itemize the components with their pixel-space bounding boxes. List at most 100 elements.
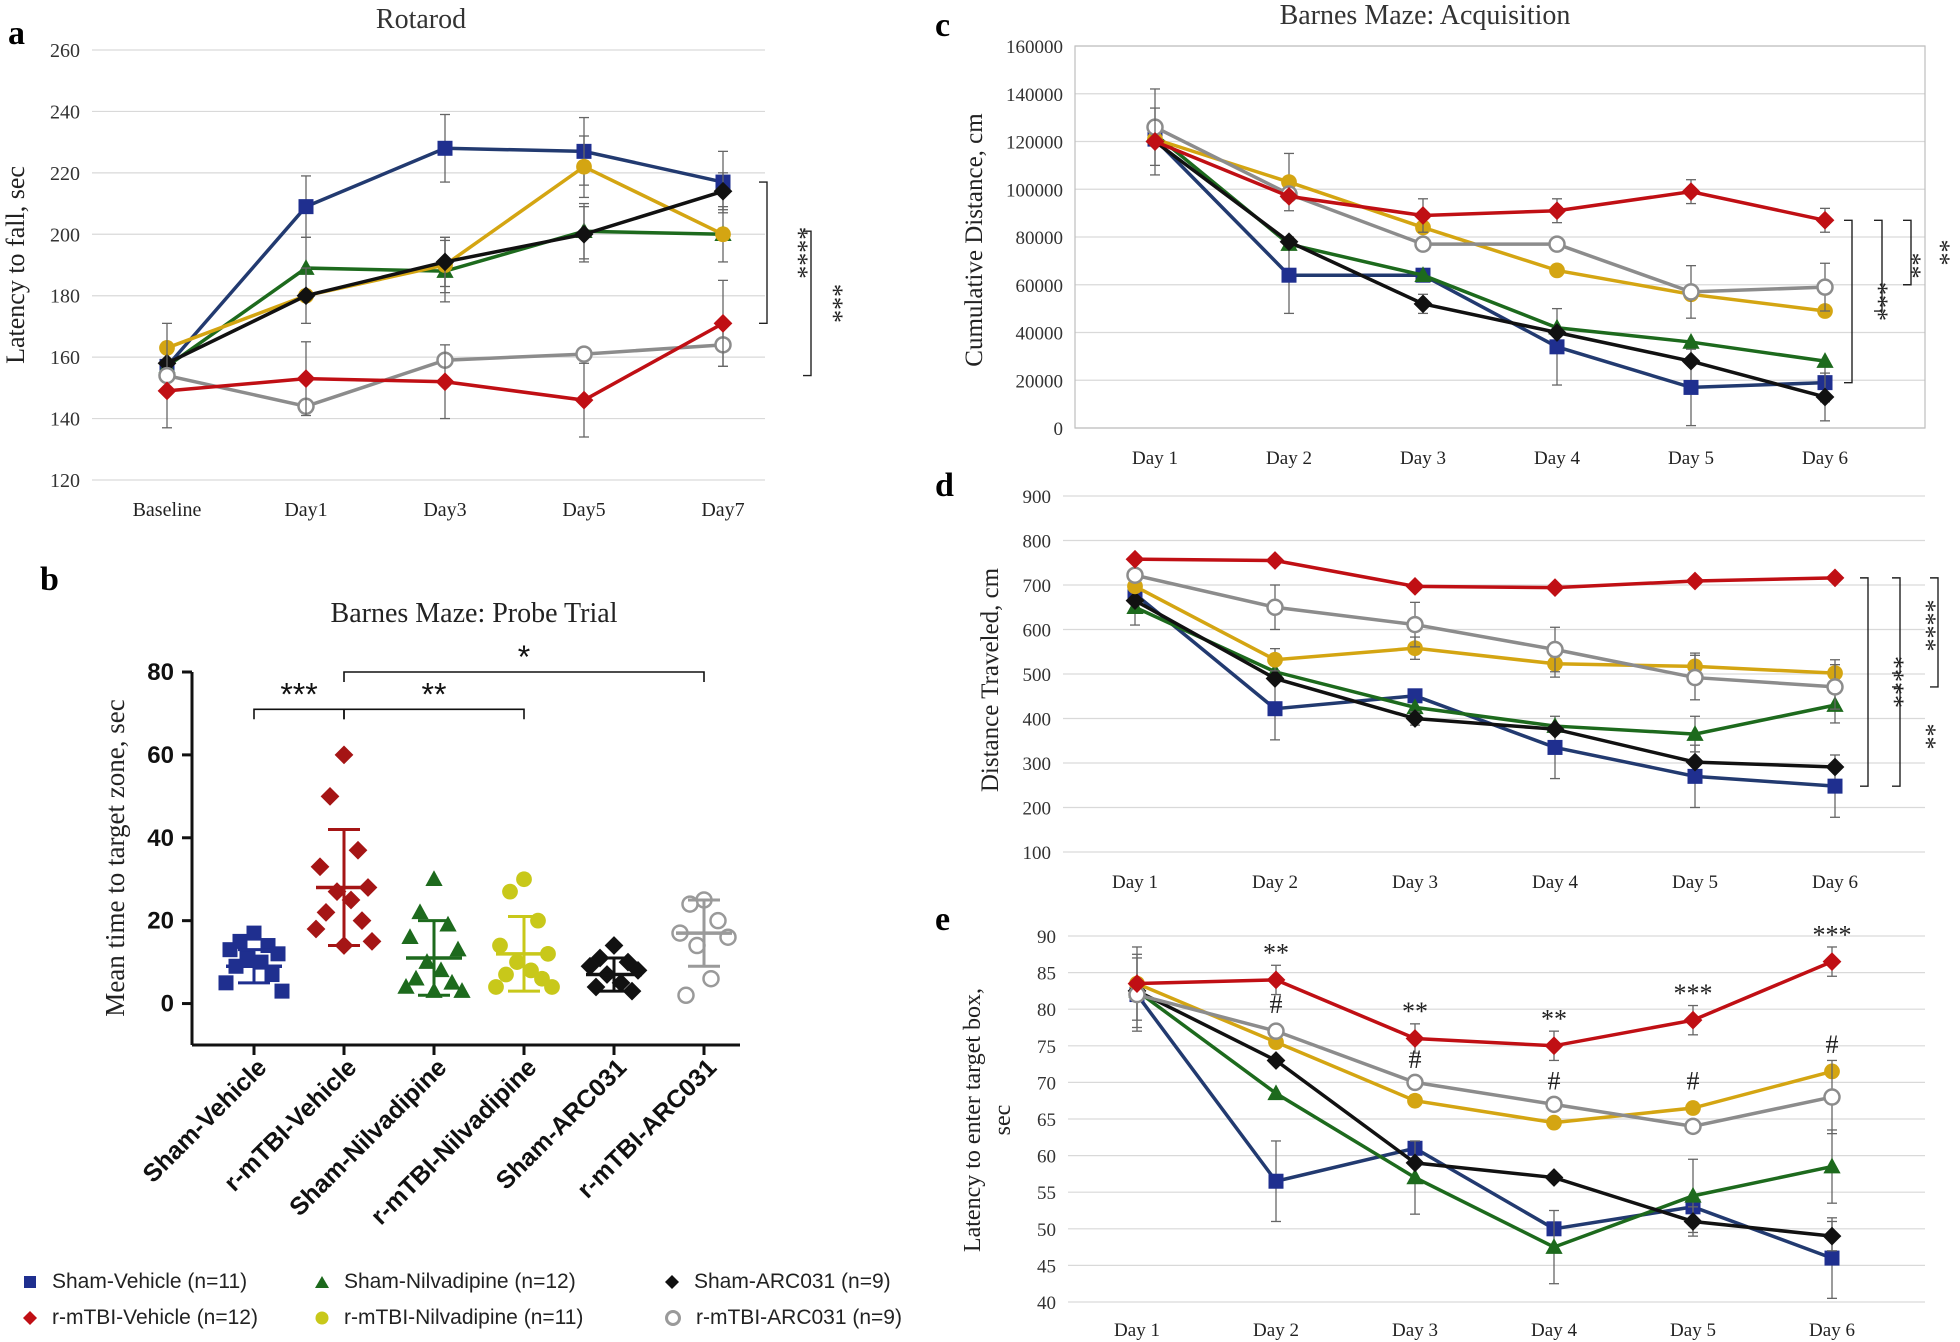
- significance-bracket: [1903, 219, 1912, 286]
- y-tick-label: 800: [1023, 532, 1052, 553]
- series-line-rn: [1136, 981, 1833, 1125]
- chart-a-rotarod: 120 140 160 180 200 220 240 260 Baseline Day1 Day3…: [1, 4, 848, 521]
- y-axis-label: sec: [990, 1105, 1016, 1136]
- data-point-rn: [544, 979, 560, 995]
- significance-label: #: [1548, 1067, 1561, 1096]
- significance-bracket: [1844, 219, 1853, 384]
- y-axis-label: Latency to enter target box,: [960, 988, 986, 1252]
- y-tick-label: 300: [1023, 754, 1052, 775]
- chart-e-latency-target-box: 40 45 50 55 60 65 70 75 80 85 90 Day 1 Day 2 Day 3 Day…: [960, 920, 1925, 1341]
- x-tick-label: Day5: [562, 499, 605, 521]
- significance-label: **: [1402, 997, 1428, 1026]
- y-axis-label: Cumulative Distance, cm: [961, 113, 988, 367]
- significance-label: **: [422, 676, 447, 712]
- significance-label: ***: [1674, 979, 1713, 1008]
- data-point-sv: [274, 983, 290, 999]
- y-tick-label: 45: [1037, 1256, 1056, 1277]
- legend-item-sham-nilvadipine: Sham-Nilvadipine (n=12): [314, 1270, 576, 1294]
- significance-bracket: [1860, 577, 1869, 787]
- x-tick-label: Day 1: [1132, 448, 1178, 469]
- series-line-rn: [1134, 584, 1836, 675]
- data-point-rv: [1405, 576, 1425, 596]
- y-axis-label: Mean time to target zone, sec: [100, 699, 130, 1016]
- data-point-sv: [298, 199, 314, 215]
- data-point-sn: [1545, 1238, 1563, 1254]
- data-point-rv: [1279, 187, 1299, 206]
- data-point-sa: [1413, 294, 1433, 314]
- data-point-rn: [1281, 174, 1297, 190]
- data-point-sa: [1265, 669, 1285, 688]
- significance-label: **: [1263, 939, 1289, 968]
- x-tick-label: Day 4: [1532, 872, 1578, 893]
- x-tick-label: Baseline: [133, 499, 202, 521]
- data-point-ra: [1545, 1095, 1563, 1114]
- series-line-sv: [1153, 137, 1826, 390]
- data-point-rv: [435, 372, 455, 392]
- significance-label: **: [1926, 240, 1955, 266]
- data-point-sa: [1815, 387, 1835, 407]
- y-tick-label: 200: [1023, 799, 1052, 820]
- x-tick-label: Day 2: [1252, 872, 1298, 893]
- data-point-sv: [1687, 768, 1703, 784]
- x-category-label: Sham-Nilvadipine: [284, 1053, 452, 1221]
- y-tick-label: 0: [1054, 419, 1064, 440]
- significance-label: ****: [1949, 606, 1960, 658]
- series-line-sv: [1133, 592, 1836, 788]
- x-tick-label: Day 3: [1400, 448, 1446, 469]
- chart-c-acquisition: 0 20000 40000 60000 80000 100000 120000 140000 1…: [961, 0, 1955, 469]
- data-point-sn: [418, 953, 436, 969]
- y-axis-label: Distance Traveled, cm: [977, 567, 1004, 792]
- significance-label: #: [1687, 1067, 1700, 1096]
- data-point-rv: [334, 745, 354, 765]
- significance-bracket: [1874, 219, 1883, 312]
- data-point-rv: [310, 857, 330, 877]
- y-tick-label: 100: [1023, 843, 1052, 864]
- significance-label: ***: [280, 676, 317, 712]
- y-tick-label: 700: [1023, 576, 1052, 597]
- y-tick-label: 50: [1037, 1220, 1056, 1241]
- chart-d-distance-traveled: 100 200 300 400 500 600 700 800 900 Day 1 Day 2 Day…: [977, 487, 1960, 893]
- significance-label: *: [518, 639, 530, 675]
- significance-bracket: [803, 230, 812, 377]
- data-point-sa: [1544, 1168, 1564, 1187]
- data-point-ra: [1826, 678, 1844, 696]
- data-point-sn: [407, 969, 425, 986]
- data-point-rv: [157, 381, 177, 401]
- y-tick-label: 200: [50, 224, 80, 246]
- data-point-sv: [1268, 1173, 1284, 1189]
- y-tick-label: 0: [161, 991, 174, 1018]
- data-point-sn: [1267, 1084, 1285, 1101]
- data-point-ra: [1548, 235, 1566, 253]
- data-point-sv: [246, 925, 262, 941]
- significance-label: ***: [819, 284, 848, 323]
- data-point-sn: [425, 870, 443, 886]
- x-tick-label: Day 6: [1809, 1320, 1855, 1341]
- data-point-rn: [1407, 1092, 1423, 1109]
- series-line-sn: [1135, 989, 1833, 1250]
- data-point-sa: [1685, 752, 1705, 772]
- data-point-ra: [1266, 598, 1284, 616]
- legend-diamond-icon: [665, 1275, 679, 1289]
- significance-label: ****: [1880, 656, 1909, 708]
- data-point-rv: [1825, 568, 1845, 588]
- data-point-sa: [611, 973, 631, 993]
- data-point-sv: [1281, 267, 1297, 283]
- data-point-sn: [1682, 333, 1700, 349]
- y-tick-label: 65: [1037, 1110, 1056, 1131]
- y-tick-label: 55: [1037, 1183, 1056, 1204]
- x-tick-label: Day3: [423, 499, 466, 521]
- y-tick-label: 120: [50, 470, 80, 492]
- data-point-rv: [341, 890, 361, 910]
- legend-item-sham-vehicle: Sham-Vehicle (n=11): [22, 1270, 247, 1294]
- data-point-rv: [1547, 201, 1567, 221]
- x-tick-label: Day 2: [1253, 1320, 1299, 1341]
- data-point-sa: [296, 286, 316, 306]
- data-point-sv: [1407, 688, 1423, 704]
- series-line-ra: [1154, 125, 1826, 294]
- significance-label: #: [1409, 1045, 1422, 1074]
- panel-letter-c: c: [935, 7, 950, 44]
- data-point-sa: [1825, 757, 1845, 777]
- data-point-rn: [715, 226, 731, 243]
- data-point-rv: [1125, 549, 1145, 569]
- data-point-rv: [1413, 206, 1433, 225]
